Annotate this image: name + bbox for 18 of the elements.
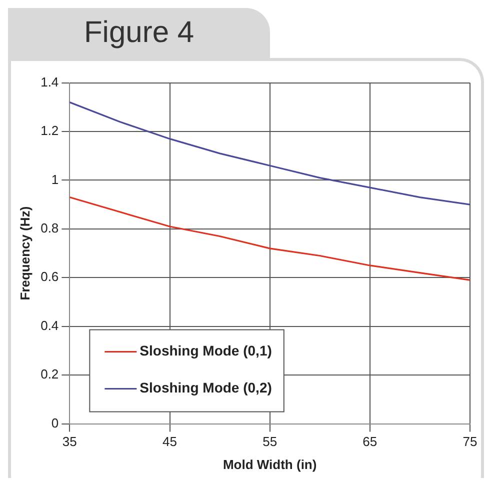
y-axis-title: Frequency (Hz): [17, 206, 32, 300]
chart-title: Figure 4: [8, 8, 270, 58]
legend-label: Sloshing Mode (0,1): [140, 342, 272, 359]
y-tick-label: 1: [51, 172, 59, 187]
x-tick-label: 75: [462, 434, 478, 450]
y-tick-label: 0.4: [40, 318, 59, 333]
x-tick-label: 45: [162, 434, 177, 450]
x-axis-title: Mold Width (in): [222, 456, 317, 472]
x-tick-label: 35: [62, 434, 77, 450]
y-tick-label: 0: [51, 415, 59, 430]
legend-label: Sloshing Mode (0,2): [140, 380, 272, 396]
y-tick-label: 0.2: [40, 366, 59, 382]
x-tick-label: 55: [262, 434, 278, 450]
x-tick-label: 65: [362, 434, 378, 450]
y-tick-label: 1.2: [40, 123, 59, 138]
y-tick-label: 1.4: [40, 74, 59, 90]
y-tick-label: 0.8: [40, 220, 59, 236]
y-tick-label: 0.6: [40, 269, 59, 284]
